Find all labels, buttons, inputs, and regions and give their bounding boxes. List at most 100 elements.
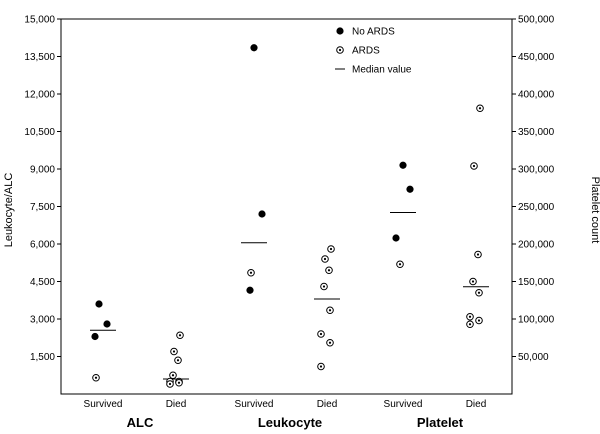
category-label: Died xyxy=(317,399,338,410)
right-tick-label: 150,000 xyxy=(518,277,555,288)
ards-point xyxy=(320,282,328,291)
ards-point-center xyxy=(328,341,332,344)
right-tick-label: 200,000 xyxy=(518,240,555,251)
right-axis: 50,000 100,000 150,000 200,000 250,000 300,00… xyxy=(512,15,555,363)
group-label: ALC xyxy=(127,415,154,430)
group-label: Leukocyte xyxy=(258,415,322,430)
left-tick-label: 6,000 xyxy=(30,240,55,251)
left-axis: 1,500 3,000 4,500 6,000 7,500 9,000 10,500 12,0… xyxy=(24,15,61,363)
ards-point xyxy=(321,255,329,263)
ards-point xyxy=(317,362,325,371)
left-tick-label: 12,000 xyxy=(24,90,55,101)
ards-point xyxy=(317,330,325,338)
ards-point xyxy=(174,356,182,365)
ards-point-center xyxy=(94,376,98,379)
ards-point xyxy=(175,378,183,387)
ards-point xyxy=(166,380,174,388)
category-label: Died xyxy=(466,399,487,410)
no-ards-point xyxy=(399,161,407,169)
ards-point xyxy=(470,162,478,170)
ards-point xyxy=(247,268,255,277)
ards-point xyxy=(466,320,474,329)
no-ards-point xyxy=(91,332,99,341)
ards-point-center xyxy=(319,332,323,336)
left-tick-label: 13,500 xyxy=(24,52,55,63)
category-label: Survived xyxy=(84,399,123,410)
ards-point xyxy=(476,104,484,113)
left-tick-label: 9,000 xyxy=(30,165,55,176)
ards-point-center xyxy=(468,315,472,318)
data-marks xyxy=(90,44,489,388)
ards-point xyxy=(475,288,483,297)
left-tick-label: 7,500 xyxy=(30,202,55,213)
no-ards-point xyxy=(250,44,258,52)
ards-point-center xyxy=(327,269,331,272)
ards-point xyxy=(169,371,177,380)
legend: No ARDS ARDS Median value xyxy=(335,27,412,76)
category-label: Survived xyxy=(235,399,274,410)
ards-point xyxy=(469,277,477,286)
ards-point-center xyxy=(168,382,172,386)
ards-point-center xyxy=(176,359,180,362)
ards-point xyxy=(325,266,333,275)
ards-point-center xyxy=(477,291,481,294)
ards-point xyxy=(475,316,483,325)
no-ards-point xyxy=(103,320,111,328)
plot-area-frame xyxy=(60,18,513,395)
ards-point xyxy=(326,306,334,315)
ards-point-center xyxy=(472,164,476,168)
ards-point-center xyxy=(329,247,333,251)
left-tick-label: 10,500 xyxy=(24,127,55,138)
ards-point-center xyxy=(468,323,472,326)
ards-point-center xyxy=(178,334,182,337)
right-tick-label: 350,000 xyxy=(518,127,555,138)
group-label: Platelet xyxy=(417,415,464,430)
category-label: Died xyxy=(166,399,187,410)
left-tick-label: 4,500 xyxy=(30,277,55,288)
left-tick-label: 3,000 xyxy=(30,315,55,326)
ards-point-center xyxy=(477,319,481,322)
no-ards-point xyxy=(95,300,103,308)
left-tick-label: 15,000 xyxy=(24,15,55,26)
right-tick-label: 400,000 xyxy=(518,90,555,101)
ards-point-center xyxy=(476,253,480,256)
no-ards-point xyxy=(246,286,254,294)
left-tick-label: 1,500 xyxy=(30,352,55,363)
x-axis-labels: Survived Died ALC Survived Died Leukocyte Surv… xyxy=(84,399,487,430)
right-tick-label: 250,000 xyxy=(518,202,555,213)
right-tick-label: 300,000 xyxy=(518,165,555,176)
ards-point xyxy=(92,373,100,382)
ards-point xyxy=(466,312,474,321)
legend-label: Median value xyxy=(352,65,412,76)
ards-point-center xyxy=(398,263,402,266)
ards-point xyxy=(396,260,404,269)
legend-no-ards-marker xyxy=(336,27,344,35)
ards-point-center xyxy=(249,271,253,274)
right-tick-label: 100,000 xyxy=(518,315,555,326)
ards-point-center xyxy=(322,285,326,288)
legend-ards-marker-center xyxy=(338,48,342,52)
legend-label: ARDS xyxy=(352,46,380,57)
ards-point xyxy=(170,347,178,356)
ards-point-center xyxy=(319,365,323,368)
no-ards-point xyxy=(406,185,414,193)
ards-point xyxy=(327,245,335,253)
right-axis-title: Platelet count xyxy=(589,177,600,244)
legend-label: No ARDS xyxy=(352,27,395,38)
ards-point xyxy=(474,250,482,259)
ards-point xyxy=(176,331,184,340)
ards-point-center xyxy=(177,381,181,384)
right-tick-label: 50,000 xyxy=(518,352,549,363)
ards-point-center xyxy=(172,350,176,353)
ards-point-center xyxy=(478,107,482,110)
ards-point-center xyxy=(323,257,327,261)
no-ards-point xyxy=(392,234,400,242)
ards-point-center xyxy=(171,374,175,377)
no-ards-point xyxy=(258,210,266,218)
ards-point-center xyxy=(328,309,332,312)
ards-point xyxy=(326,338,334,347)
right-tick-label: 450,000 xyxy=(518,52,555,63)
category-label: Survived xyxy=(384,399,423,410)
right-tick-label: 500,000 xyxy=(518,15,555,26)
